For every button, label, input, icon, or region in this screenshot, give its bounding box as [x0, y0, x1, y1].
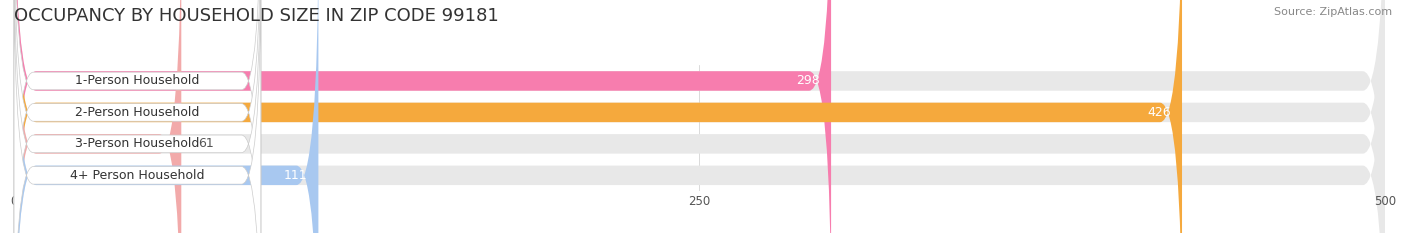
Text: 298: 298 — [796, 75, 820, 87]
FancyBboxPatch shape — [14, 0, 181, 233]
Text: Source: ZipAtlas.com: Source: ZipAtlas.com — [1274, 7, 1392, 17]
FancyBboxPatch shape — [14, 0, 262, 233]
Text: 61: 61 — [198, 137, 214, 150]
FancyBboxPatch shape — [14, 0, 1385, 233]
FancyBboxPatch shape — [14, 0, 1385, 233]
FancyBboxPatch shape — [14, 0, 831, 233]
Text: 4+ Person Household: 4+ Person Household — [70, 169, 205, 182]
Text: OCCUPANCY BY HOUSEHOLD SIZE IN ZIP CODE 99181: OCCUPANCY BY HOUSEHOLD SIZE IN ZIP CODE … — [14, 7, 499, 25]
Text: 1-Person Household: 1-Person Household — [76, 75, 200, 87]
FancyBboxPatch shape — [14, 0, 262, 233]
FancyBboxPatch shape — [14, 0, 1385, 233]
FancyBboxPatch shape — [14, 0, 1182, 233]
Text: 3-Person Household: 3-Person Household — [76, 137, 200, 150]
FancyBboxPatch shape — [14, 0, 1385, 233]
FancyBboxPatch shape — [14, 0, 262, 233]
Text: 2-Person Household: 2-Person Household — [76, 106, 200, 119]
Text: 426: 426 — [1147, 106, 1171, 119]
Text: 111: 111 — [284, 169, 308, 182]
FancyBboxPatch shape — [14, 0, 262, 233]
FancyBboxPatch shape — [14, 0, 318, 233]
